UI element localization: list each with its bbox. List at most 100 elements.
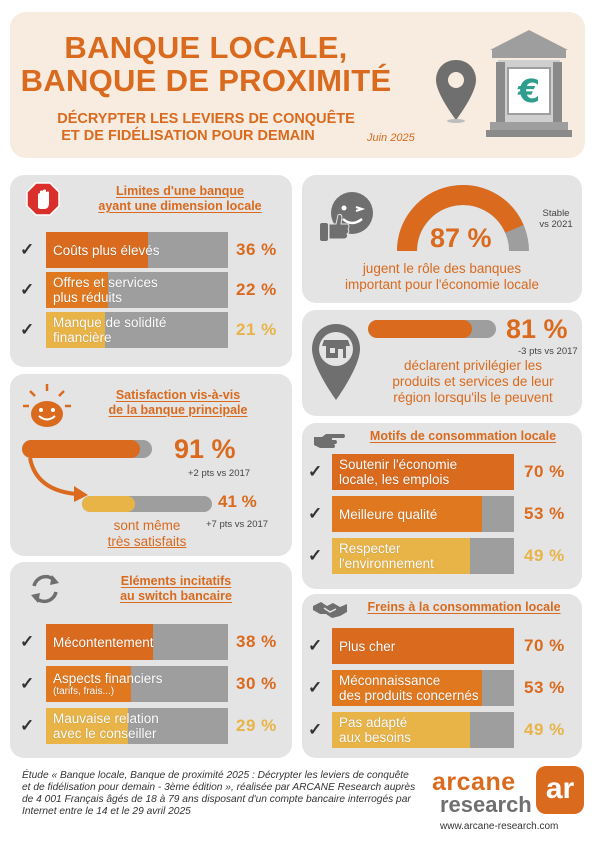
role-panel: 87 % Stable vs 2021 jugent le rôle des b… [302,175,582,303]
thumbs-up-wink-icon [320,192,373,241]
motifs-pct: 53 % [524,504,565,523]
date-label: Juin 2025 [367,132,415,144]
role-pct: 87 % [430,223,492,253]
bank-euro-icon: € [486,30,572,137]
bar-label-line1: Soutenir l'économie [339,457,458,472]
limites-bar: Manque de solidité financière [46,312,228,348]
freins-pct: 53 % [524,678,565,697]
bar-label-line2: aux besoins [339,730,412,745]
freins-title: Freins à la consommation locale [367,600,561,614]
satisfaction-sub-text-line2: très satisfaits [107,534,187,549]
switch-bar: Aspects financiers (tarifs, frais...) [46,666,228,702]
limites-pct: 21 % [236,320,277,339]
satisfaction-sub-bar [82,496,212,512]
limites-bar-fill [46,312,106,348]
motifs-bar-fill [332,454,514,490]
motifs-bar: Meilleure qualité [332,496,514,532]
freins-bar: Méconnaissance des produits concernés [332,670,514,706]
check-icon: ✓ [20,240,35,259]
main-title-line1: BANQUE LOCALE, [64,30,348,65]
main-title-line2: BANQUE DE PROXIMITÉ [20,63,392,98]
bar-label-line1: Coûts plus élevés [53,242,160,258]
logo-word-research: research [440,792,532,817]
freins-pct: 49 % [524,720,565,739]
study-footnote: Étude « Banque locale, Banque de proximi… [22,770,416,817]
logo-word-arcane: arcane [432,768,516,796]
subtitle-line2: ET DE FIDÉLISATION POUR DEMAIN [61,128,315,144]
motifs-bar-label: Meilleure qualité [339,496,437,532]
satisfaction-sub-pct: 41 % [218,492,257,511]
region-bar-fill [368,320,472,338]
check-icon: ✓ [308,546,323,565]
limites-bar: Offres et services plus réduits [46,272,228,308]
freins-bar-label: Méconnaissance des produits concernés [339,670,479,706]
role-gauge [397,185,529,252]
satisfaction-sub-fill [82,496,136,512]
switch-bar-label: Mécontentement [53,624,154,660]
location-pin-icon [436,60,476,123]
switch-bar-fill [46,666,131,702]
switch-bar: Mauvaise relation avec le conseiller [46,708,228,744]
refresh-arrows-icon [31,574,59,604]
switch-bar-label: Aspects financiers (tarifs, frais...) [53,666,163,702]
bar-label-line1: Pas adapté [339,715,408,730]
satisfaction-panel: Satisfaction vis-à-vis de la banque prin… [10,374,292,556]
region-text-line1: déclarent privilégier les [403,358,543,373]
bar-label-line2: avec le conseiller [53,726,157,741]
motifs-bar-fill [332,538,471,574]
freins-bar-label: Plus cher [339,628,395,664]
bar-label-line1: Mauvaise relation [53,711,159,726]
motifs-pct: 70 % [524,462,565,481]
bar-label-line1: Aspects financiers [53,670,163,686]
motifs-bar-label: Soutenir l'économie locale, les emplois [339,454,457,490]
bar-label-line2: des produits concernés [339,688,479,703]
freins-bar-fill [332,712,471,748]
bar-label-line1: Plus cher [339,638,396,654]
limites-bar-label: Coûts plus élevés [53,232,160,268]
limites-pct: 36 % [236,240,277,259]
bar-label-line1: Offres et services [53,275,158,290]
switch-pct: 38 % [236,632,277,651]
bar-label-line2: (tarifs, frais...) [53,685,115,697]
switch-bar-fill [46,624,154,660]
bar-label-line1: Respecter [339,541,401,556]
handshake-icon [313,602,347,618]
satisfaction-main-bar [22,440,152,458]
limites-bar-label: Manque de solidité financière [53,312,166,348]
freins-bar-fill [332,628,514,664]
switch-pct: 29 % [236,716,277,735]
role-text-line2: important pour l'économie locale [345,277,539,292]
check-icon: ✓ [20,674,35,693]
satisfaction-main-note: +2 pts vs 2017 [188,468,251,479]
switch-bar-label: Mauvaise relation avec le conseiller [53,708,159,744]
freins-bar-fill [332,670,482,706]
region-bar [368,320,496,338]
motifs-bar-label: Respecter l'environnement [339,538,434,574]
limites-pct: 22 % [236,280,277,299]
logo-mark: ar [536,766,584,814]
region-panel: 81 % -3 pts vs 2017 déclarent privilégie… [302,310,582,416]
satisfaction-sub-text-line1: sont même [113,518,181,533]
limites-bar-fill [46,272,109,308]
motifs-bar: Soutenir l'économie locale, les emplois [332,454,514,490]
check-icon: ✓ [20,320,35,339]
shop-pin-icon [312,324,360,400]
satisfaction-main-pct: 91 % [174,434,236,464]
region-pct: 81 % [506,314,568,344]
switch-bar: Mécontentement [46,624,228,660]
role-note-line1: Stable [542,208,570,219]
freins-bar: Pas adapté aux besoins [332,712,514,748]
bar-label-line2: locale, les emplois [339,472,450,487]
role-text-line1: jugent le rôle des banques [362,261,522,276]
check-icon: ✓ [308,678,323,697]
check-icon: ✓ [308,462,323,481]
check-icon: ✓ [20,632,35,651]
freins-bar: Plus cher [332,628,514,664]
switch-title-line1: Eléments incitatifs [120,574,232,588]
footer-url[interactable]: www.arcane-research.com [440,821,559,832]
satisfaction-sub-note: +7 pts vs 2017 [206,519,269,530]
motifs-pct: 49 % [524,546,565,565]
switch-bar-fill [46,708,128,744]
motifs-title: Motifs de consommation locale [369,429,557,443]
bar-label-line1: Méconnaissance [339,673,441,688]
